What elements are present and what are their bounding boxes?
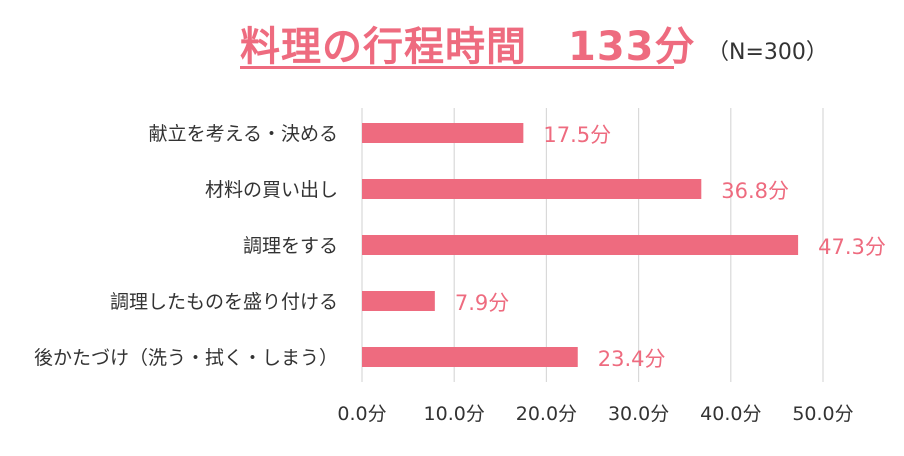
x-tick-label: 0.0分 <box>337 403 386 425</box>
bar <box>362 123 524 143</box>
bar <box>362 347 578 367</box>
bar <box>362 291 435 311</box>
x-tick-label: 50.0分 <box>792 403 853 425</box>
chart-sample-size: （N=300） <box>707 40 828 65</box>
category-label: 後かたづけ（洗う・拭く・しまう） <box>34 347 338 369</box>
data-label: 17.5分 <box>543 123 611 147</box>
x-tick-label: 20.0分 <box>516 403 577 425</box>
x-tick-label: 30.0分 <box>608 403 669 425</box>
x-tick-label: 10.0分 <box>424 403 485 425</box>
bar <box>362 179 702 199</box>
data-label: 23.4分 <box>598 347 666 371</box>
data-label: 7.9分 <box>455 291 509 315</box>
category-label: 調理をする <box>243 235 338 257</box>
chart-title: 料理の行程時間 133分 <box>240 24 696 70</box>
category-label: 献立を考える・決める <box>149 123 338 145</box>
data-label: 36.8分 <box>721 179 789 203</box>
category-label: 調理したものを盛り付ける <box>110 291 338 313</box>
data-label: 47.3分 <box>818 235 886 259</box>
chart-title-underline <box>240 66 674 69</box>
bar <box>362 235 799 255</box>
chart-title-block: 料理の行程時間 133分 （N=300） <box>0 8 904 74</box>
x-tick-label: 40.0分 <box>700 403 761 425</box>
category-label: 材料の買い出し <box>205 179 338 201</box>
